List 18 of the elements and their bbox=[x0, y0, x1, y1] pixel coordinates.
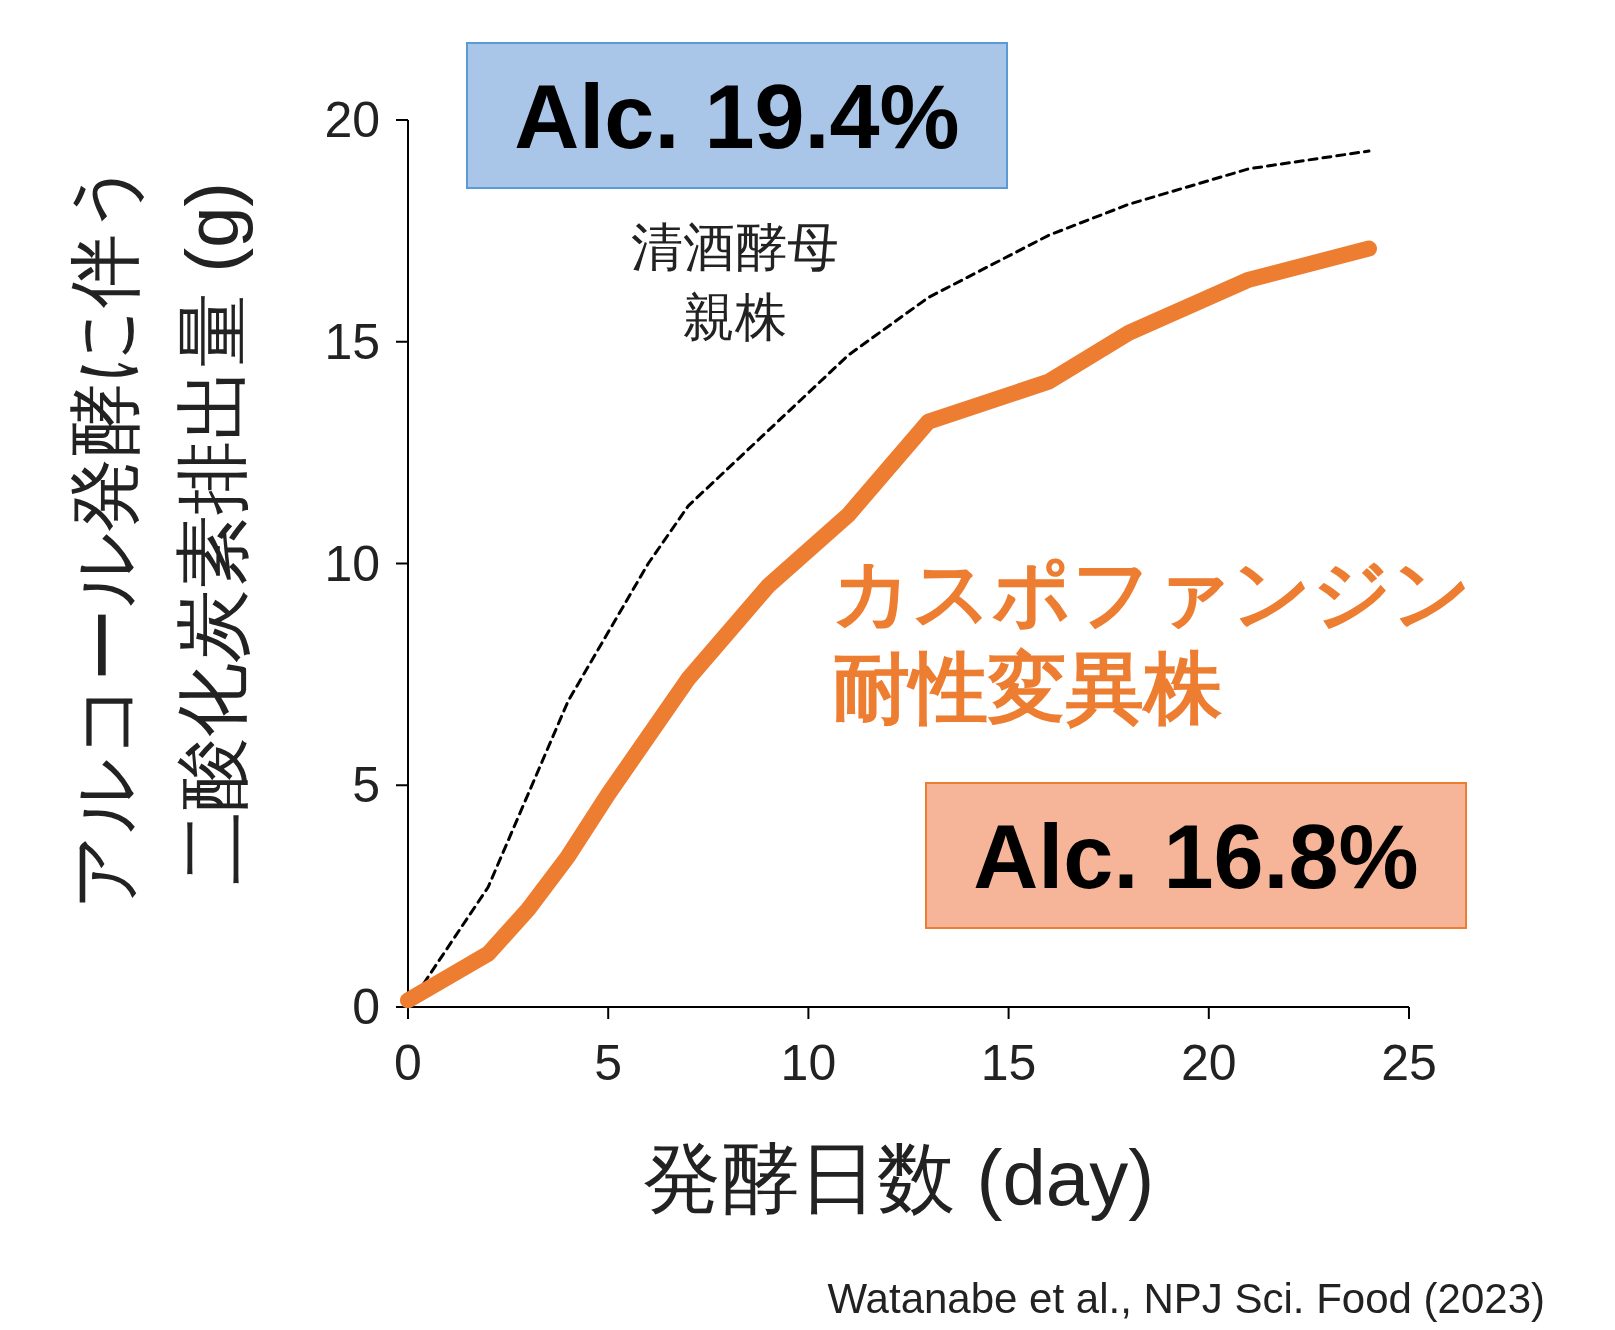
series-label: カスポファンジン耐性変異株 bbox=[832, 549, 1472, 732]
annotation: Alc. 16.8% bbox=[973, 806, 1419, 907]
y-tick-label: 15 bbox=[324, 313, 380, 370]
series-label: 清酒酵母親株 bbox=[631, 218, 839, 346]
x-tick-label: 15 bbox=[980, 1035, 1037, 1091]
y-axis-title: アルコール発酵に伴う二酸化炭素排出量 (g) bbox=[63, 157, 254, 910]
x-tick-label: 20 bbox=[1180, 1035, 1237, 1091]
x-tick-label: 5 bbox=[594, 1035, 623, 1091]
x-axis-title: 発酵日数 (day) bbox=[642, 1134, 1155, 1222]
y-tick-label: 20 bbox=[324, 92, 380, 148]
x-tick-label: 10 bbox=[780, 1035, 837, 1091]
y-tick-label: 0 bbox=[352, 979, 380, 1035]
x-tick-label: 0 bbox=[394, 1035, 422, 1091]
x-tick-label: 25 bbox=[1381, 1035, 1437, 1091]
y-tick-label: 5 bbox=[352, 757, 380, 814]
text: Watanabe et al., NPJ Sci. Food (2023) bbox=[827, 1275, 1545, 1322]
y-tick-label: 10 bbox=[324, 535, 380, 592]
annotation: Alc. 19.4% bbox=[514, 66, 960, 167]
